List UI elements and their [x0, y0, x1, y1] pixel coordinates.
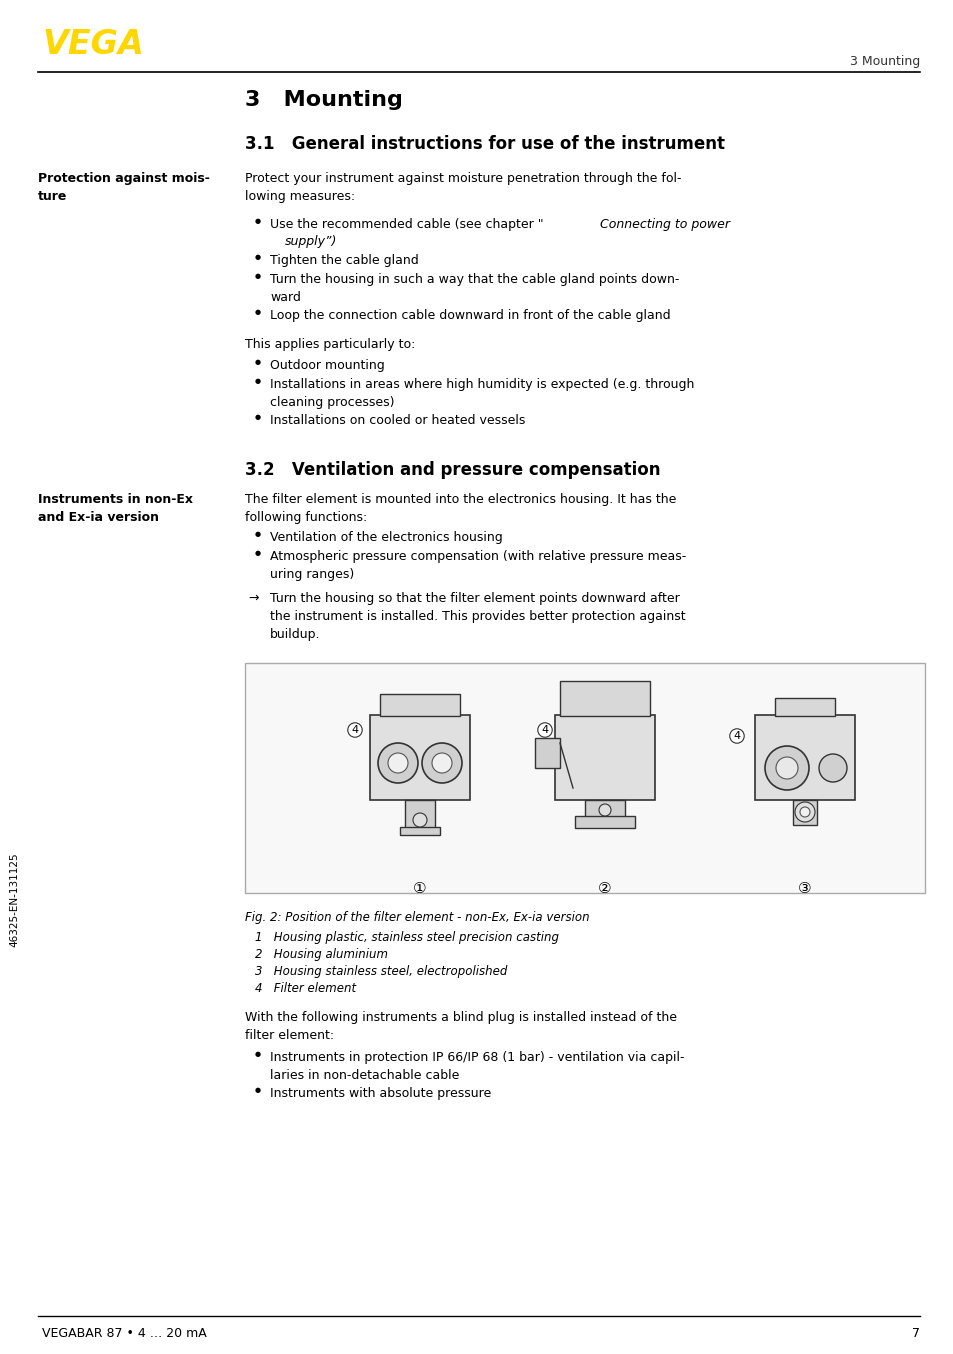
Circle shape	[388, 753, 408, 773]
Bar	[405, 800, 435, 829]
Bar	[370, 715, 470, 800]
Bar	[584, 800, 624, 821]
Circle shape	[421, 743, 461, 783]
Text: →: →	[248, 592, 258, 605]
Text: Connecting to power: Connecting to power	[599, 218, 729, 232]
Text: ●: ●	[254, 378, 261, 385]
Text: ●: ●	[254, 218, 261, 223]
Bar	[774, 699, 834, 716]
Circle shape	[432, 753, 452, 773]
Text: 4: 4	[351, 724, 358, 735]
Text: With the following instruments a blind plug is installed instead of the
filter e: With the following instruments a blind p…	[245, 1011, 677, 1043]
Text: 4: 4	[733, 731, 740, 741]
Text: Protection against mois-
ture: Protection against mois- ture	[38, 172, 210, 203]
Text: Outdoor mounting: Outdoor mounting	[270, 359, 384, 372]
Text: Instruments in non-Ex
and Ex-ia version: Instruments in non-Ex and Ex-ia version	[38, 493, 193, 524]
Text: 1   Housing plastic, stainless steel precision casting: 1 Housing plastic, stainless steel preci…	[254, 932, 558, 944]
Circle shape	[377, 743, 417, 783]
Bar	[379, 695, 459, 716]
Circle shape	[818, 754, 846, 783]
Text: 3 Mounting: 3 Mounting	[849, 56, 919, 68]
Text: VEGA: VEGA	[42, 28, 144, 61]
Text: ●: ●	[254, 531, 261, 538]
Text: 3   Housing stainless steel, electropolished: 3 Housing stainless steel, electropolish…	[254, 965, 507, 978]
Text: 3   Mounting: 3 Mounting	[245, 89, 402, 110]
Text: supply”): supply”)	[285, 236, 337, 248]
Text: Turn the housing so that the filter element points downward after
the instrument: Turn the housing so that the filter elem…	[270, 592, 685, 640]
Text: Installations in areas where high humidity is expected (e.g. through
cleaning pr: Installations in areas where high humidi…	[270, 378, 694, 409]
Text: 46325-EN-131125: 46325-EN-131125	[9, 853, 19, 948]
Text: ●: ●	[254, 255, 261, 260]
Text: Tighten the cable gland: Tighten the cable gland	[270, 255, 418, 267]
Text: 2   Housing aluminium: 2 Housing aluminium	[254, 948, 388, 961]
Text: Instruments with absolute pressure: Instruments with absolute pressure	[270, 1087, 491, 1099]
Text: Atmospheric pressure compensation (with relative pressure meas-
uring ranges): Atmospheric pressure compensation (with …	[270, 550, 685, 581]
Text: ●: ●	[254, 309, 261, 315]
Text: ②: ②	[598, 881, 611, 896]
Bar	[754, 715, 854, 800]
Text: ①: ①	[413, 881, 426, 896]
Text: 3.2   Ventilation and pressure compensation: 3.2 Ventilation and pressure compensatio…	[245, 460, 659, 479]
Text: Loop the connection cable downward in front of the cable gland: Loop the connection cable downward in fr…	[270, 309, 670, 322]
Bar	[399, 827, 439, 835]
Text: Fig. 2: Position of the filter element - non-Ex, Ex-ia version: Fig. 2: Position of the filter element -…	[245, 911, 589, 923]
Text: 3.1   General instructions for use of the instrument: 3.1 General instructions for use of the …	[245, 135, 724, 153]
Bar	[559, 681, 649, 716]
Text: Use the recommended cable (see chapter ": Use the recommended cable (see chapter "	[270, 218, 543, 232]
Bar	[535, 738, 559, 768]
Text: VEGABAR 87 • 4 … 20 mA: VEGABAR 87 • 4 … 20 mA	[42, 1327, 207, 1340]
Circle shape	[794, 802, 814, 822]
Text: ●: ●	[254, 1087, 261, 1093]
Text: This applies particularly to:: This applies particularly to:	[245, 338, 415, 351]
Text: Protect your instrument against moisture penetration through the fol-
lowing mea: Protect your instrument against moisture…	[245, 172, 680, 203]
Circle shape	[775, 757, 797, 779]
Text: Installations on cooled or heated vessels: Installations on cooled or heated vessel…	[270, 414, 525, 427]
Text: Ventilation of the electronics housing: Ventilation of the electronics housing	[270, 531, 502, 544]
Text: ●: ●	[254, 359, 261, 366]
Bar	[555, 715, 655, 800]
Text: ●: ●	[254, 414, 261, 420]
Text: The filter element is mounted into the electronics housing. It has the
following: The filter element is mounted into the e…	[245, 493, 676, 524]
Bar	[245, 663, 924, 894]
Text: 7: 7	[911, 1327, 919, 1340]
Text: 4: 4	[541, 724, 548, 735]
Text: 4   Filter element: 4 Filter element	[254, 982, 355, 995]
Text: ③: ③	[798, 881, 811, 896]
Circle shape	[413, 812, 427, 827]
Text: Turn the housing in such a way that the cable gland points down-
ward: Turn the housing in such a way that the …	[270, 274, 679, 305]
Text: ●: ●	[254, 550, 261, 556]
Text: Instruments in protection IP 66/IP 68 (1 bar) - ventilation via capil-
laries in: Instruments in protection IP 66/IP 68 (1…	[270, 1051, 684, 1082]
Circle shape	[764, 746, 808, 789]
Text: ●: ●	[254, 274, 261, 279]
Circle shape	[598, 804, 610, 816]
Bar	[792, 800, 816, 825]
Bar	[575, 816, 635, 829]
Text: ●: ●	[254, 1051, 261, 1057]
Circle shape	[800, 807, 809, 816]
